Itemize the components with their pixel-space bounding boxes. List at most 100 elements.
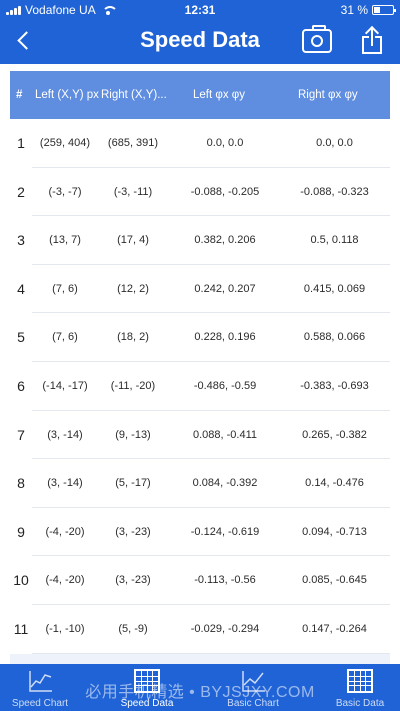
row-left-phi: -0.113, -0.56 bbox=[194, 574, 256, 587]
tab-label: Speed Data bbox=[120, 698, 174, 709]
line-chart-icon bbox=[29, 671, 52, 692]
header-left-xy: Left (X,Y) px bbox=[35, 89, 99, 101]
share-icon[interactable] bbox=[362, 26, 382, 54]
row-separator bbox=[10, 506, 32, 508]
row-right-xy: (-11, -20) bbox=[110, 379, 156, 392]
table-row[interactable]: 10 (-4, -20) (3, -23) -0.113, -0.56 0.085, -… bbox=[10, 556, 390, 605]
row-separator bbox=[10, 409, 32, 411]
table-row[interactable]: 9 (-4, -20) (3, -23) -0.124, -0.619 0.094, -… bbox=[10, 507, 390, 557]
row-separator bbox=[10, 312, 32, 314]
row-separator bbox=[10, 555, 32, 557]
row-right-phi: 0.094, -0.713 bbox=[302, 525, 367, 538]
row-left-phi: 0.382, 0.206 bbox=[194, 234, 256, 247]
row-left-xy: (3, -14) bbox=[47, 477, 83, 490]
line-chart-icon bbox=[242, 671, 265, 692]
tab-speed-chart[interactable]: Speed Chart bbox=[0, 664, 80, 711]
table-row[interactable]: 8 (3, -14) (5, -17) 0.084, -0.392 0.14, -0.4… bbox=[10, 459, 390, 508]
row-right-phi: -0.383, -0.693 bbox=[300, 379, 369, 392]
speed-data-table[interactable]: # Left (X,Y) px Right (X,Y)... Left φx φ… bbox=[10, 71, 390, 664]
table-rows: 1 (259, 404) (685, 391) 0.0, 0.0 0.0, 0.0 2 (-… bbox=[10, 119, 390, 654]
row-index: 1 bbox=[17, 135, 25, 151]
row-right-xy: (5, -17) bbox=[115, 477, 151, 490]
row-left-phi: 0.228, 0.196 bbox=[194, 331, 256, 344]
row-right-phi: 0.265, -0.382 bbox=[302, 428, 367, 441]
row-right-xy: (5, -9) bbox=[118, 622, 148, 635]
row-right-xy: (3, -23) bbox=[115, 525, 151, 538]
row-left-phi: -0.088, -0.205 bbox=[190, 185, 260, 198]
row-separator bbox=[10, 652, 32, 654]
carrier-label: Vodafone UA bbox=[25, 3, 96, 17]
row-left-xy: (-3, -7) bbox=[48, 185, 82, 198]
tab-basic-data[interactable]: Basic Data bbox=[320, 664, 400, 711]
grid-icon bbox=[347, 669, 373, 693]
tab-bar: Speed Chart Speed Data Basic Chart Basic… bbox=[0, 664, 400, 711]
status-left: Vodafone UA bbox=[6, 3, 118, 17]
row-right-xy: (9, -13) bbox=[115, 428, 151, 441]
row-index: 2 bbox=[17, 183, 25, 200]
row-separator bbox=[10, 166, 32, 168]
table-row[interactable]: 7 (3, -14) (9, -13) 0.088, -0.411 0.265, -0.… bbox=[10, 410, 390, 460]
nav-bar: Speed Data bbox=[0, 20, 400, 64]
signal-icon bbox=[6, 5, 21, 15]
header-index: # bbox=[16, 89, 23, 101]
battery-fill bbox=[374, 7, 380, 13]
row-right-xy: (3, -23) bbox=[115, 574, 151, 587]
tab-label: Basic Chart bbox=[227, 698, 279, 709]
tab-label: Basic Data bbox=[335, 698, 385, 709]
table-row[interactable]: 1 (259, 404) (685, 391) 0.0, 0.0 0.0, 0.0 bbox=[10, 119, 390, 168]
battery-label: 31 % bbox=[340, 3, 368, 17]
row-index: 8 bbox=[17, 475, 25, 492]
row-right-phi: 0.14, -0.476 bbox=[305, 477, 364, 490]
row-separator bbox=[10, 215, 32, 217]
row-left-xy: (3, -14) bbox=[47, 428, 83, 441]
row-left-xy: (-14, -17) bbox=[42, 379, 88, 392]
row-index: 3 bbox=[17, 232, 25, 249]
battery-icon bbox=[372, 5, 396, 15]
table-row[interactable]: 5 (7, 6) (18, 2) 0.228, 0.196 0.588, 0.066 bbox=[10, 313, 390, 362]
row-index: 11 bbox=[13, 620, 29, 637]
row-right-phi: 0.5, 0.118 bbox=[310, 234, 359, 247]
table-row[interactable]: 4 (7, 6) (12, 2) 0.242, 0.207 0.415, 0.069 bbox=[10, 264, 390, 314]
row-left-phi: 0.0, 0.0 bbox=[206, 137, 244, 149]
row-left-phi: -0.486, -0.59 bbox=[193, 379, 257, 392]
table-row[interactable]: 11 (-1, -10) (5, -9) -0.029, -0.294 0.147, -… bbox=[10, 604, 390, 654]
row-left-xy: (259, 404) bbox=[39, 137, 91, 149]
row-right-xy: (-3, -11) bbox=[113, 185, 153, 198]
table-row[interactable]: 3 (13, 7) (17, 4) 0.382, 0.206 0.5, 0.118 bbox=[10, 216, 390, 265]
watermark: 必用手机精选 • BYJSJXY.COM bbox=[85, 684, 315, 701]
row-separator bbox=[10, 458, 32, 460]
row-left-phi: -0.029, -0.294 bbox=[190, 622, 260, 635]
tab-speed-data[interactable]: Speed Data bbox=[107, 664, 187, 711]
row-right-phi: -0.088, -0.323 bbox=[300, 185, 369, 198]
row-index: 7 bbox=[17, 426, 25, 443]
camera-icon[interactable] bbox=[302, 25, 332, 53]
row-index: 5 bbox=[17, 329, 25, 346]
row-index: 6 bbox=[17, 377, 25, 394]
table-row[interactable]: 2 (-3, -7) (-3, -11) -0.088, -0.205 -0.088, … bbox=[10, 167, 390, 217]
header-left-phi: Left φx φy bbox=[193, 89, 245, 101]
row-separator bbox=[10, 263, 32, 265]
row-right-phi: 0.0, 0.0 bbox=[316, 137, 353, 149]
row-index: 4 bbox=[17, 280, 25, 297]
row-left-xy: (-4, -20) bbox=[45, 574, 85, 587]
page-title: Speed Data bbox=[140, 27, 260, 52]
header-right-xy: Right (X,Y)... bbox=[101, 89, 167, 101]
row-left-xy: (13, 7) bbox=[49, 234, 81, 247]
share-arrow bbox=[371, 28, 373, 46]
row-right-xy: (12, 2) bbox=[117, 282, 149, 295]
row-left-phi: -0.124, -0.619 bbox=[190, 525, 260, 538]
row-right-phi: 0.415, 0.069 bbox=[303, 282, 366, 295]
row-right-phi: 0.085, -0.645 bbox=[302, 574, 367, 587]
row-right-xy: (17, 4) bbox=[117, 234, 149, 247]
status-bar: Vodafone UA 12:31 31 % bbox=[0, 0, 400, 20]
row-left-xy: (7, 6) bbox=[52, 331, 78, 344]
tab-label: Speed Chart bbox=[11, 698, 69, 709]
status-time: 12:31 bbox=[184, 3, 216, 17]
row-separator bbox=[10, 603, 32, 605]
grid-icon bbox=[134, 669, 160, 693]
row-index: 10 bbox=[13, 572, 29, 589]
status-right: 31 % bbox=[340, 3, 396, 17]
tab-basic-chart[interactable]: Basic Chart bbox=[213, 664, 293, 711]
table-row[interactable]: 6 (-14, -17) (-11, -20) -0.486, -0.59 -0.383… bbox=[10, 361, 390, 411]
row-right-xy: (18, 2) bbox=[117, 331, 149, 344]
